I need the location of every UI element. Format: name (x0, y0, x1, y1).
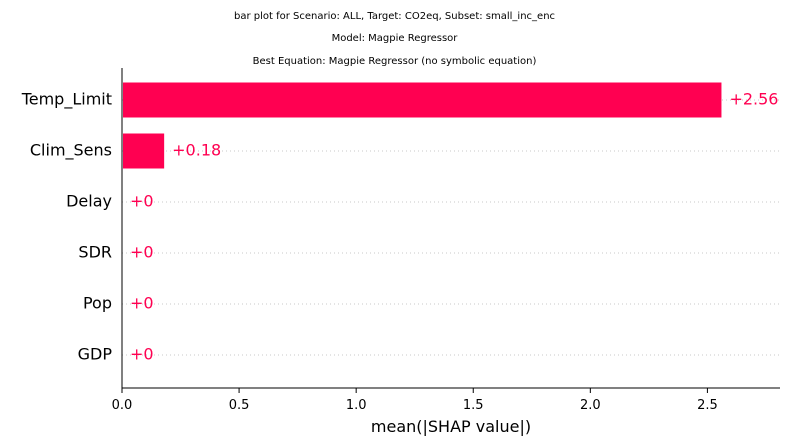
title-line-3: Best Equation: Magpie Regressor (no symb… (253, 56, 537, 67)
category-label: SDR (78, 243, 112, 262)
title-line-1: bar plot for Scenario: ALL, Target: CO2e… (234, 11, 555, 22)
data-label: +0 (130, 294, 154, 313)
axes (121, 68, 780, 389)
category-label: Delay (66, 192, 112, 211)
gridlines (122, 99, 780, 356)
x-tick-label: 1.0 (346, 398, 367, 413)
bar-temp-limit (123, 82, 722, 118)
data-labels: +2.56 +0.18 +0 +0 +0 +0 (130, 90, 778, 364)
data-label: +0.18 (172, 141, 221, 160)
chart-title: bar plot for Scenario: ALL, Target: CO2e… (234, 11, 555, 67)
x-tick-label: 1.5 (463, 398, 484, 413)
x-tick-label: 2.0 (580, 398, 601, 413)
data-label: +0 (130, 192, 154, 211)
title-line-2: Model: Magpie Regressor (332, 33, 459, 44)
category-label: Pop (83, 294, 112, 313)
data-label: +2.56 (729, 90, 778, 109)
x-ticks: 0.0 0.5 1.0 1.5 2.0 2.5 (112, 388, 718, 413)
x-tick-label: 0.0 (112, 398, 133, 413)
category-label: Temp_Limit (21, 90, 112, 110)
bar-clim-sens (123, 133, 165, 169)
data-label: +0 (130, 243, 154, 262)
x-axis-label: mean(|SHAP value|) (371, 417, 531, 436)
category-label: GDP (78, 345, 113, 364)
category-labels: Temp_Limit Clim_Sens Delay SDR Pop GDP (21, 90, 113, 364)
data-label: +0 (130, 345, 154, 364)
category-label: Clim_Sens (30, 141, 112, 161)
x-tick-label: 0.5 (229, 398, 250, 413)
bars (123, 82, 722, 169)
x-tick-label: 2.5 (697, 398, 718, 413)
